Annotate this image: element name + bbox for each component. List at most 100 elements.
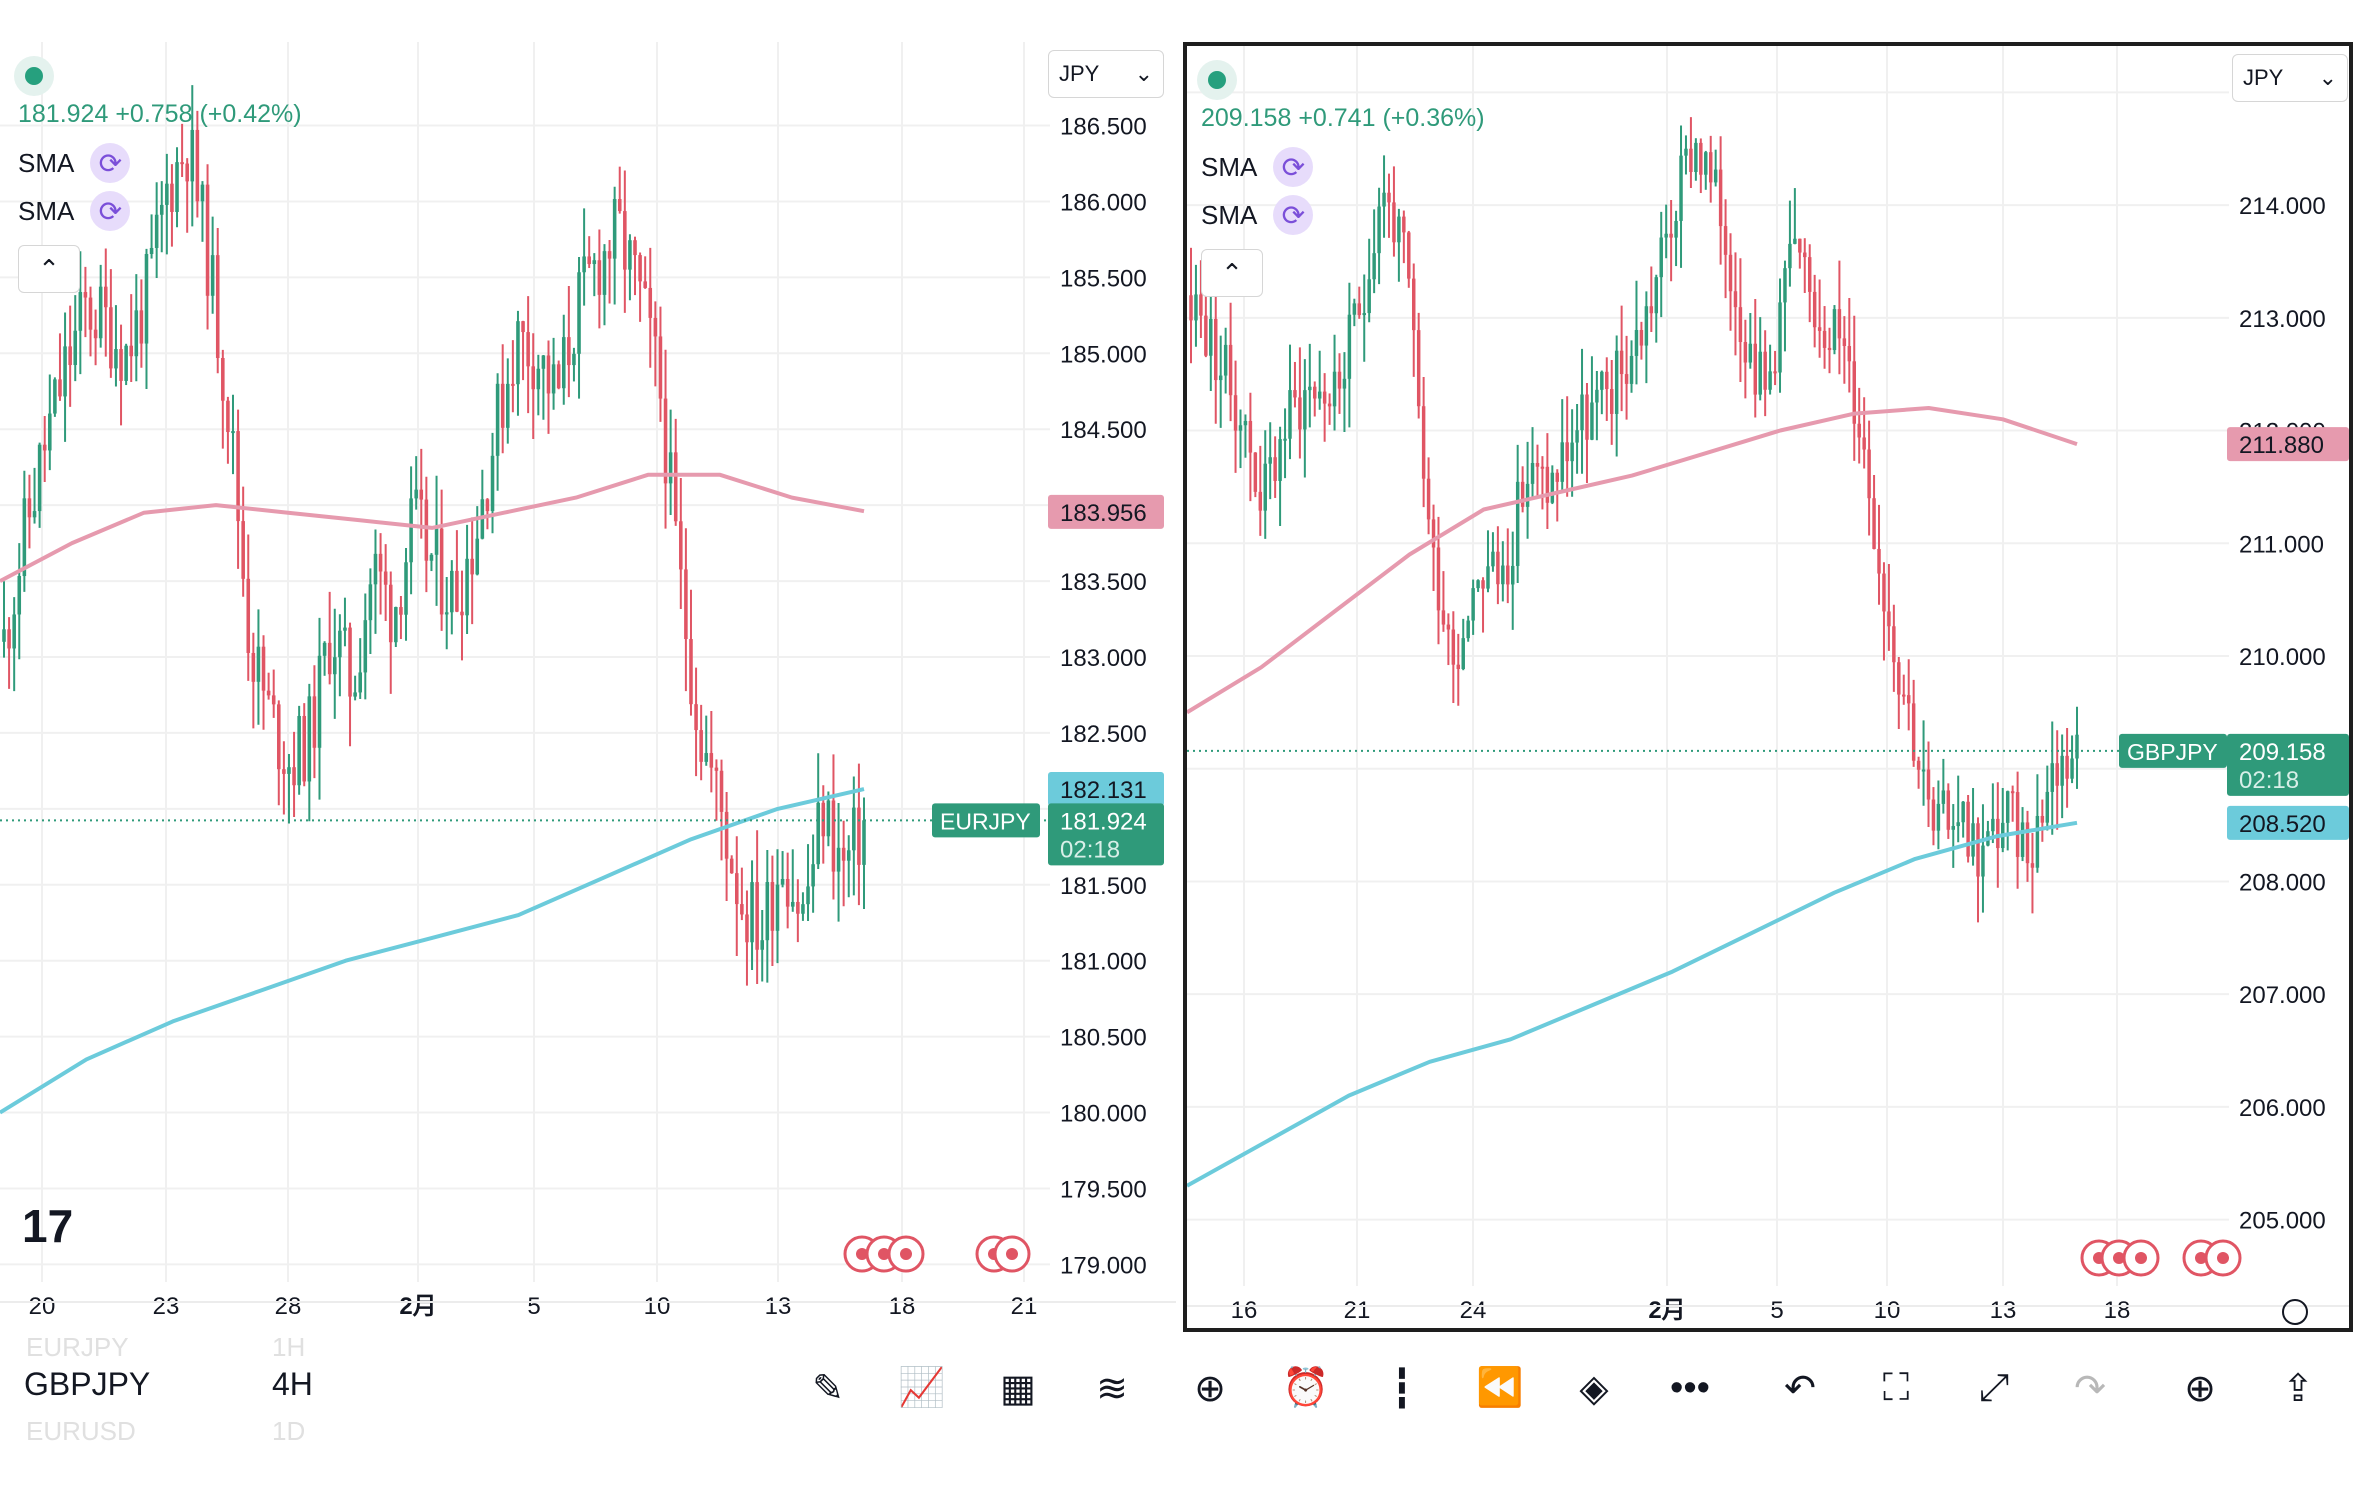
indicator-sma-1[interactable]: SMA ⟳	[1201, 143, 1485, 191]
brush-icon[interactable]: ✎	[812, 1367, 844, 1410]
candle	[1832, 309, 1837, 351]
candle	[1402, 216, 1406, 233]
event-flag-dot-icon	[2195, 1252, 2207, 1264]
more-icon[interactable]: •••	[1670, 1366, 1710, 1409]
chart-pane-right[interactable]: 215.000214.000213.000212.000211.000210.0…	[1183, 42, 2353, 1332]
candle	[1382, 192, 1386, 207]
chart-canvas-left[interactable]: 186.500186.000185.500185.000184.500184.0…	[0, 42, 1176, 1332]
candle	[1298, 397, 1302, 430]
refresh-icon[interactable]: ⟳	[1273, 195, 1314, 235]
candle	[1798, 238, 1802, 253]
candle	[1946, 790, 1951, 830]
candle	[740, 904, 744, 915]
sma-slow-badge-bg	[2227, 427, 2349, 462]
status-dot[interactable]	[1197, 60, 1237, 100]
indicator-sma-2[interactable]: SMA ⟳	[18, 187, 302, 235]
candle	[210, 255, 215, 296]
candle	[1392, 202, 1396, 243]
candle	[1476, 580, 1480, 589]
candle	[1649, 306, 1654, 314]
chart-canvas-right[interactable]: 215.000214.000213.000212.000211.000210.0…	[1187, 46, 2353, 1332]
candle	[1723, 226, 1728, 255]
candle	[1704, 152, 1708, 175]
candle	[1565, 442, 1569, 462]
compare-icon[interactable]: ≋	[1096, 1367, 1128, 1410]
indicator-sma-2[interactable]: SMA ⟳	[1201, 191, 1485, 239]
candle	[2030, 863, 2035, 868]
candle	[1976, 823, 1980, 877]
currency-select[interactable]: JPY ⌄	[2232, 54, 2348, 102]
candle	[7, 629, 11, 649]
chevron-down-icon: ⌄	[2318, 65, 2337, 90]
refresh-icon[interactable]: ⟳	[90, 191, 131, 231]
candle	[277, 704, 281, 770]
candle	[1664, 233, 1668, 238]
price-axis-label: 211.000	[2239, 531, 2324, 558]
replay-icon[interactable]: ⏪	[1476, 1367, 1524, 1409]
redo-icon[interactable]: ↷	[2074, 1367, 2106, 1410]
refresh-icon[interactable]: ⟳	[90, 143, 131, 183]
candle	[307, 696, 312, 782]
timeframe-option-next[interactable]: 1D	[272, 1416, 306, 1446]
candle	[1352, 303, 1357, 315]
candle	[246, 578, 251, 653]
timeframe-option-prev[interactable]: 1H	[272, 1332, 306, 1362]
candle	[1337, 371, 1342, 389]
candle	[1971, 823, 1975, 857]
expand-icon[interactable]: ⤢	[1978, 1366, 2010, 1409]
refresh-icon[interactable]: ⟳	[1273, 147, 1314, 187]
candle	[1288, 390, 1292, 439]
candle	[643, 281, 647, 288]
candle	[439, 528, 444, 615]
candle	[1807, 257, 1812, 292]
candle	[1634, 330, 1639, 356]
zoom-plus-icon[interactable]: ⊕	[2184, 1367, 2216, 1410]
undo-icon[interactable]: ↶	[1784, 1367, 1816, 1410]
candle	[1436, 547, 1441, 611]
indicators-icon[interactable]: 📈	[898, 1367, 946, 1409]
countdown-badge: 02:18	[1060, 836, 1120, 863]
candle	[1407, 232, 1411, 279]
symbol-option-next[interactable]: EURUSD	[26, 1416, 136, 1446]
candle	[2020, 822, 2025, 857]
price-axis-label: 213.000	[2239, 306, 2326, 333]
candle	[317, 655, 322, 748]
candle	[475, 538, 480, 575]
candle	[694, 704, 698, 731]
legend-right: 209.158 +0.741 (+0.36%) SMA ⟳ SMA ⟳ ⌃	[1197, 60, 1485, 297]
timeframe-selector[interactable]: 4H	[272, 1366, 313, 1402]
event-flag-dot-icon	[1006, 1248, 1018, 1260]
candle	[1520, 481, 1525, 507]
currency-select[interactable]: JPY ⌄	[1048, 50, 1164, 98]
candle	[1877, 548, 1881, 574]
candle	[790, 901, 795, 907]
layers-icon[interactable]: ◈	[1579, 1367, 1609, 1410]
candle	[1753, 343, 1758, 395]
candle	[1906, 695, 1911, 704]
candle	[2070, 758, 2074, 779]
layout-grid-icon[interactable]: ▦	[1000, 1367, 1036, 1410]
fullscreen-select-icon[interactable]: ⛶	[1882, 1366, 1910, 1409]
symbol-option-prev[interactable]: EURJPY	[26, 1332, 129, 1362]
last-price-badge: 181.924	[1060, 808, 1147, 835]
collapse-legend-button[interactable]: ⌃	[1201, 249, 1263, 297]
time-axis-label: 2月	[399, 1293, 436, 1320]
chart-pane-left[interactable]: 186.500186.000185.500185.000184.500184.0…	[0, 42, 1176, 1332]
collapse-legend-button[interactable]: ⌃	[18, 245, 80, 293]
alert-icon[interactable]: ⏰	[1282, 1367, 1330, 1409]
price-axis-label: 214.000	[2239, 193, 2326, 220]
share-icon[interactable]: ⇪	[2282, 1367, 2314, 1410]
candle	[444, 612, 449, 615]
candle	[2025, 822, 2030, 864]
add-icon[interactable]: ⊕	[1194, 1367, 1226, 1410]
status-dot[interactable]	[14, 56, 54, 96]
last-price-badge: 209.158	[2239, 739, 2326, 766]
symbol-selector[interactable]: GBPJPY	[24, 1366, 151, 1402]
settings-gear-icon[interactable]	[2282, 1299, 2308, 1325]
candle	[383, 571, 388, 585]
price-axis-label: 186.500	[1060, 114, 1147, 141]
indicator-sma-1[interactable]: SMA ⟳	[18, 139, 302, 187]
candle	[1268, 457, 1272, 464]
candle	[1748, 343, 1753, 363]
candle-type-icon[interactable]: ┇	[1390, 1367, 1414, 1410]
